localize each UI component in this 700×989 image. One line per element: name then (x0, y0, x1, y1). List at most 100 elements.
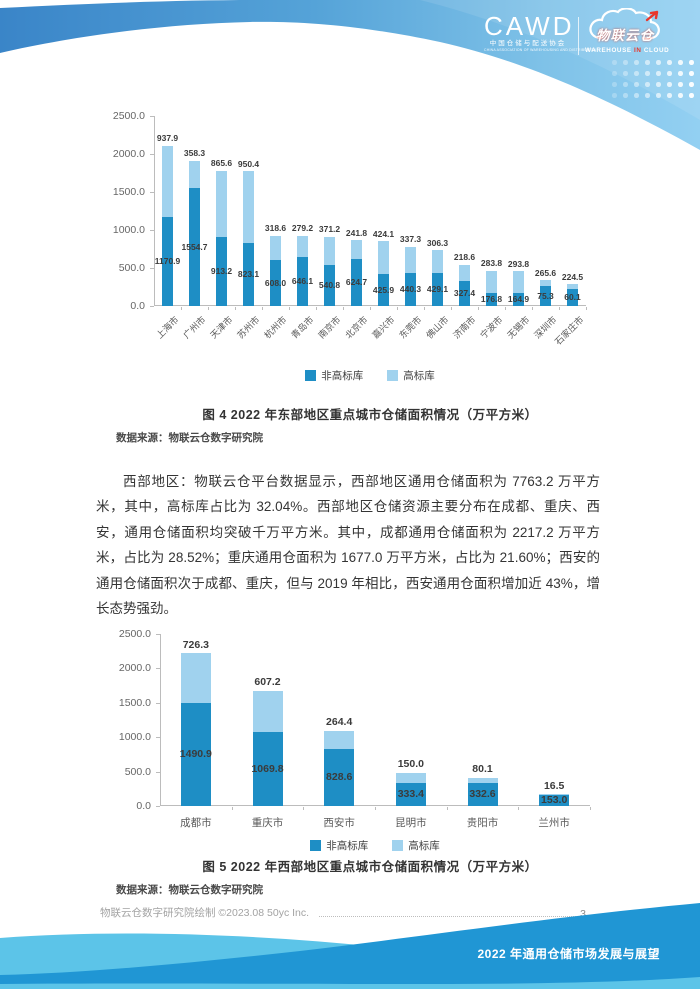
legend-swatch (387, 370, 399, 381)
dot (612, 82, 617, 87)
y-tick-mark (156, 806, 160, 807)
bar-label-inside: 823.1 (237, 269, 260, 280)
bar-segment-high (215, 170, 228, 237)
bar-label-top: 264.4 (326, 716, 353, 729)
y-tick-label: 1500.0 (112, 186, 145, 198)
page-number: 3 (580, 908, 586, 920)
bar-label-inside: 164.9 (507, 294, 530, 305)
west-region-paragraph: 西部地区：物联云仓平台数据显示，西部地区通用仓储面积为 7763.2 万平方米，… (96, 474, 600, 617)
x-tick-mark (590, 807, 591, 810)
bar-label-inside: 333.4 (397, 788, 424, 801)
bar-label-inside: 176.8 (480, 294, 503, 305)
x-tick-mark (478, 307, 479, 310)
bar-label-inside: 75.3 (537, 290, 554, 301)
bar-segment-nonhigh (467, 783, 498, 806)
y-tick-label: 1000.0 (118, 731, 151, 744)
bar-label-inside: 1170.9 (154, 256, 181, 267)
bar-segment-nonhigh (180, 703, 211, 806)
bar-segment-high (324, 730, 355, 749)
bar-segment-high (323, 236, 336, 265)
x-tick-mark (370, 307, 371, 310)
bar-segment-nonhigh (323, 264, 336, 306)
y-tick-mark (150, 268, 154, 269)
dot (623, 60, 628, 65)
y-tick-label: 2000.0 (112, 148, 145, 160)
bar-label-inside: 1554.7 (181, 241, 208, 252)
x-category-label-text: 南京市 (316, 314, 343, 341)
y-tick-mark (156, 737, 160, 739)
bar-segment-nonhigh (458, 281, 471, 306)
x-tick-mark (518, 807, 520, 810)
y-tick-label: 0.0 (136, 800, 151, 812)
y-tick-label: 2500.0 (112, 110, 145, 122)
dot (689, 71, 694, 76)
bar-label-top: 371.2 (318, 224, 341, 235)
bar-segment-high (467, 777, 498, 784)
brand-en-word3: CLOUD (641, 47, 670, 54)
header-highlight-shape (420, 0, 700, 120)
cawd-acronym-text: CAWD (484, 11, 575, 41)
header-curve-shape (0, 0, 700, 150)
x-category-label-text: 嘉兴市 (370, 314, 397, 341)
dot (667, 93, 672, 98)
x-category-label-text: 宁波市 (478, 314, 505, 341)
legend-label: 非高标库 (321, 370, 364, 382)
brand-en-word2: IN (634, 47, 642, 54)
bar-label-top: 283.8 (480, 258, 503, 269)
x-tick-mark (505, 307, 506, 310)
plot-area (160, 634, 590, 806)
dot (678, 60, 683, 65)
dot (678, 93, 683, 98)
bar-label-inside: 1490.9 (179, 748, 212, 761)
bar-segment-high (180, 653, 211, 704)
bar-label-inside: 608.0 (264, 277, 287, 288)
bar-label-inside: 332.6 (469, 788, 496, 801)
x-tick-mark (424, 307, 425, 310)
bar-label-top: 16.5 (543, 779, 565, 792)
bar-segment-nonhigh (539, 285, 552, 306)
figure-4-source: 数据来源：物联云仓数字研究院 (116, 432, 263, 444)
bar-segment-nonhigh (395, 783, 426, 806)
bar-segment-high (252, 690, 283, 733)
y-tick-mark (156, 771, 160, 773)
legend-label: 非高标库 (326, 840, 369, 852)
x-tick-mark (289, 307, 290, 310)
y-tick-label: 2000.0 (118, 662, 151, 675)
bar-label-top: 607.2 (254, 676, 281, 689)
dot (612, 93, 617, 98)
x-category-label-text: 无锡市 (505, 314, 532, 341)
legend: 非高标库 高标库 (154, 368, 586, 383)
credit-row: 物联云仓数字研究院绘制 ©2023.08 50yc Inc. 3 (100, 905, 586, 920)
y-tick-label: 2500.0 (118, 628, 151, 640)
bar-label-top: 218.6 (453, 252, 476, 262)
x-category-label: 重庆市 (251, 817, 284, 829)
bar-segment-high (431, 250, 444, 274)
x-category-label-text: 杭州市 (262, 314, 289, 341)
x-tick-mark (343, 307, 344, 310)
bar-segment-nonhigh (215, 236, 228, 306)
bar-segment-nonhigh (188, 187, 201, 306)
dot (623, 82, 628, 87)
dot-pattern (612, 60, 700, 104)
figure-5-caption: 图 5 2022 年西部地区重点城市仓储面积情况（万平方米） (202, 860, 538, 874)
dot (634, 93, 639, 98)
x-category-label: 成都市 (180, 817, 212, 829)
bar-label-top: 337.3 (399, 234, 422, 245)
y-tick-mark (150, 116, 154, 117)
dot (645, 71, 650, 76)
bar-label-inside: 624.7 (345, 277, 368, 287)
x-tick-mark (397, 307, 398, 310)
x-tick-mark (586, 307, 587, 310)
bar-segment-high (269, 235, 282, 260)
bar-segment-nonhigh (269, 259, 282, 306)
brand-english-name: WAREHOUSE IN CLOUD (585, 47, 669, 54)
dot (689, 93, 694, 98)
dotted-leader (319, 916, 577, 917)
x-tick-mark (559, 307, 560, 310)
bar-segment-high (539, 280, 552, 286)
dot (656, 71, 661, 76)
brand-chinese-name: 物联云仓 (596, 28, 654, 43)
y-tick-mark (150, 306, 154, 307)
bar-label-top: 150.0 (397, 758, 424, 771)
